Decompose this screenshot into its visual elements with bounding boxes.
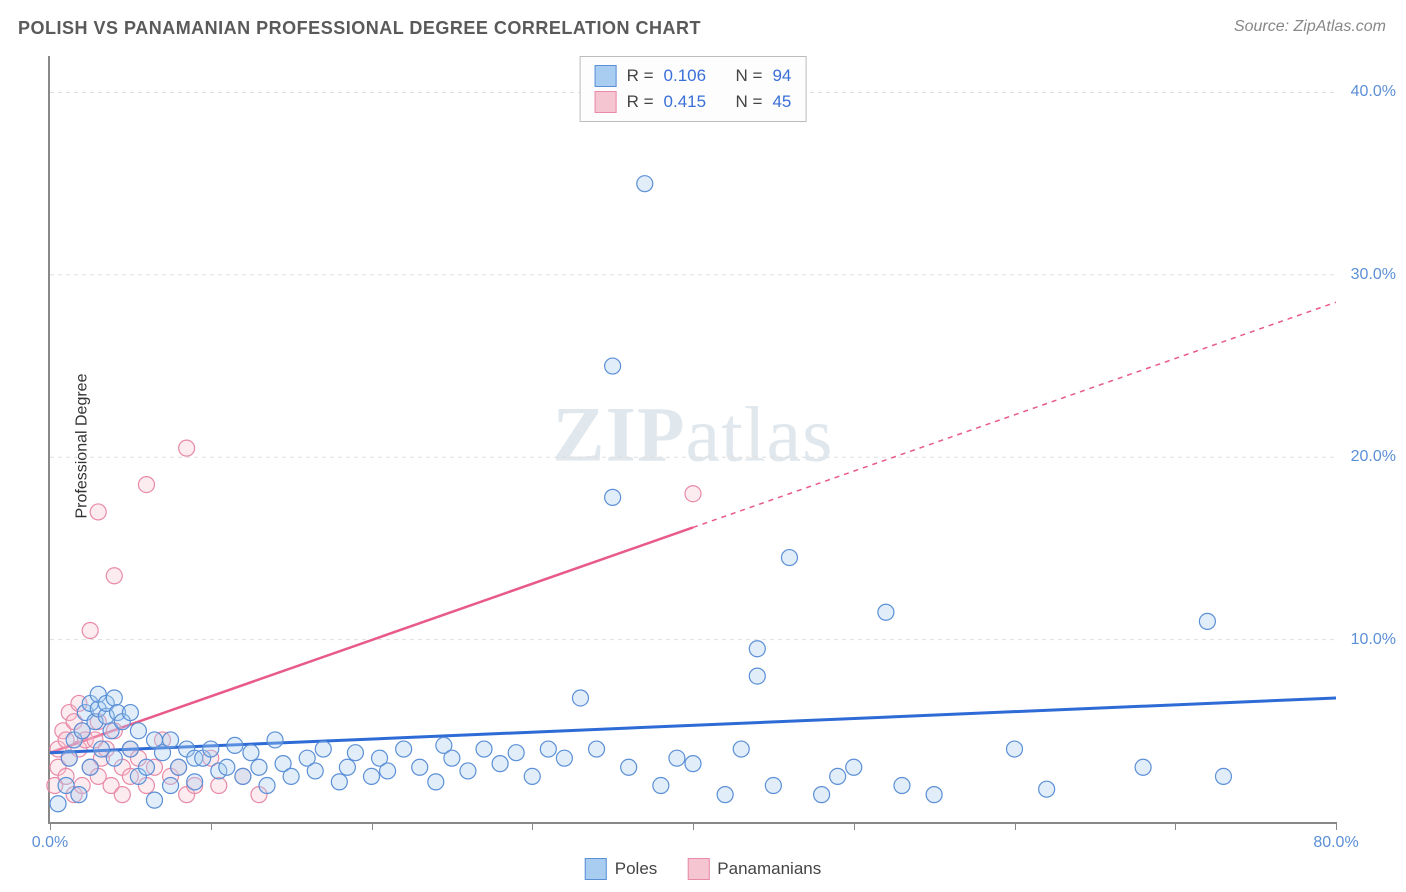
legend-label-poles: Poles	[615, 859, 658, 879]
swatch-poles	[595, 65, 617, 87]
n-label: N =	[736, 92, 763, 112]
y-tick-label: 40.0%	[1351, 83, 1396, 101]
y-tick-label: 20.0%	[1351, 448, 1396, 466]
plot-area: ZIPatlas R = 0.106 N = 94 R = 0.415 N = …	[48, 56, 1336, 824]
n-value-poles: 94	[772, 66, 791, 86]
x-tick	[372, 822, 373, 830]
r-value-panamanians: 0.415	[664, 92, 707, 112]
x-tick	[50, 822, 51, 830]
r-label: R =	[627, 66, 654, 86]
x-tick	[532, 822, 533, 830]
legend-item-poles: Poles	[585, 858, 658, 880]
legend-label-panamanians: Panamanians	[717, 859, 821, 879]
stats-row-poles: R = 0.106 N = 94	[595, 63, 792, 89]
x-tick	[1175, 822, 1176, 830]
legend-swatch-panamanians	[687, 858, 709, 880]
r-value-poles: 0.106	[664, 66, 707, 86]
x-tick	[1015, 822, 1016, 830]
y-tick-label: 30.0%	[1351, 266, 1396, 284]
legend-swatch-poles	[585, 858, 607, 880]
stats-row-panamanians: R = 0.415 N = 45	[595, 89, 792, 115]
swatch-panamanians	[595, 91, 617, 113]
x-tick	[693, 822, 694, 830]
legend-item-panamanians: Panamanians	[687, 858, 821, 880]
legend-bottom: Poles Panamanians	[585, 858, 822, 880]
x-tick	[211, 822, 212, 830]
source-attribution: Source: ZipAtlas.com	[1234, 18, 1386, 36]
n-label: N =	[736, 66, 763, 86]
chart-svg	[50, 56, 1336, 822]
x-tick-label: 80.0%	[1313, 834, 1358, 852]
y-tick-label: 10.0%	[1351, 631, 1396, 649]
r-label: R =	[627, 92, 654, 112]
x-tick	[1336, 822, 1337, 830]
n-value-panamanians: 45	[772, 92, 791, 112]
x-tick	[854, 822, 855, 830]
x-tick-label: 0.0%	[32, 834, 68, 852]
chart-title: POLISH VS PANAMANIAN PROFESSIONAL DEGREE…	[18, 18, 701, 39]
stats-box: R = 0.106 N = 94 R = 0.415 N = 45	[580, 56, 807, 122]
